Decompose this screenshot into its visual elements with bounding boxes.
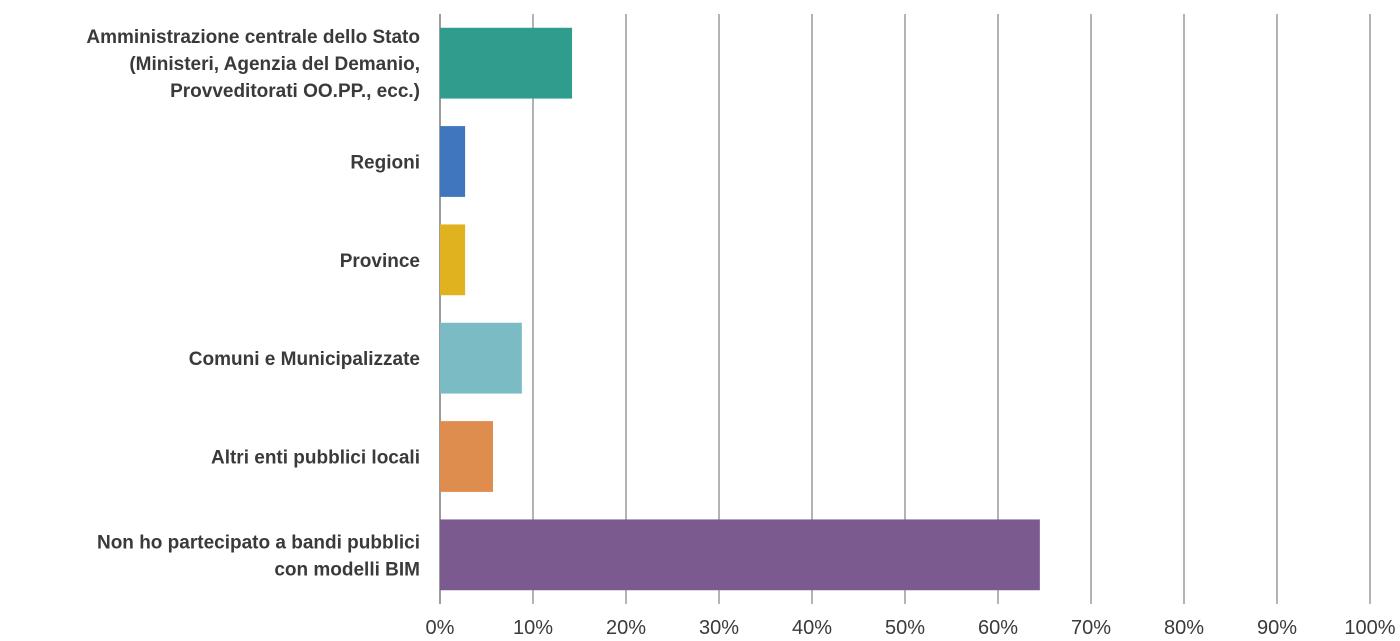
- x-tick-label-2: 20%: [606, 617, 646, 639]
- bar-3: [440, 322, 522, 394]
- x-tick-label-4: 40%: [792, 617, 832, 639]
- x-tick-label-9: 90%: [1257, 617, 1297, 639]
- category-label-1-0: Regioni: [350, 153, 420, 174]
- bar-1: [440, 126, 466, 197]
- x-tick-label-1: 10%: [513, 617, 553, 639]
- category-label-0-0: Amministrazione centrale dello Stato: [86, 27, 420, 48]
- x-tick-label-5: 50%: [885, 617, 925, 639]
- bar-0: [440, 27, 573, 99]
- category-label-2-0: Province: [340, 251, 420, 272]
- bar-2: [440, 224, 466, 296]
- category-label-4-0: Altri enti pubblici locali: [211, 448, 420, 469]
- x-tick-label-7: 70%: [1071, 617, 1111, 639]
- x-tick-label-8: 80%: [1164, 617, 1204, 639]
- category-label-5-0: Non ho partecipato a bandi pubblici: [97, 532, 420, 553]
- bar-5: [440, 519, 1040, 591]
- category-label-0-1: (Ministeri, Agenzia del Demanio,: [129, 54, 420, 75]
- category-label-3-0: Comuni e Municipalizzate: [189, 349, 420, 370]
- category-label-0-2: Provveditorati OO.PP., ecc.): [170, 81, 420, 102]
- bar-4: [440, 421, 494, 492]
- x-tick-label-3: 30%: [699, 617, 739, 639]
- x-tick-label-10: 100%: [1344, 617, 1395, 639]
- x-tick-label-0: 0%: [426, 617, 455, 639]
- x-tick-label-6: 60%: [978, 617, 1018, 639]
- category-label-5-1: con modelli BIM: [274, 559, 420, 580]
